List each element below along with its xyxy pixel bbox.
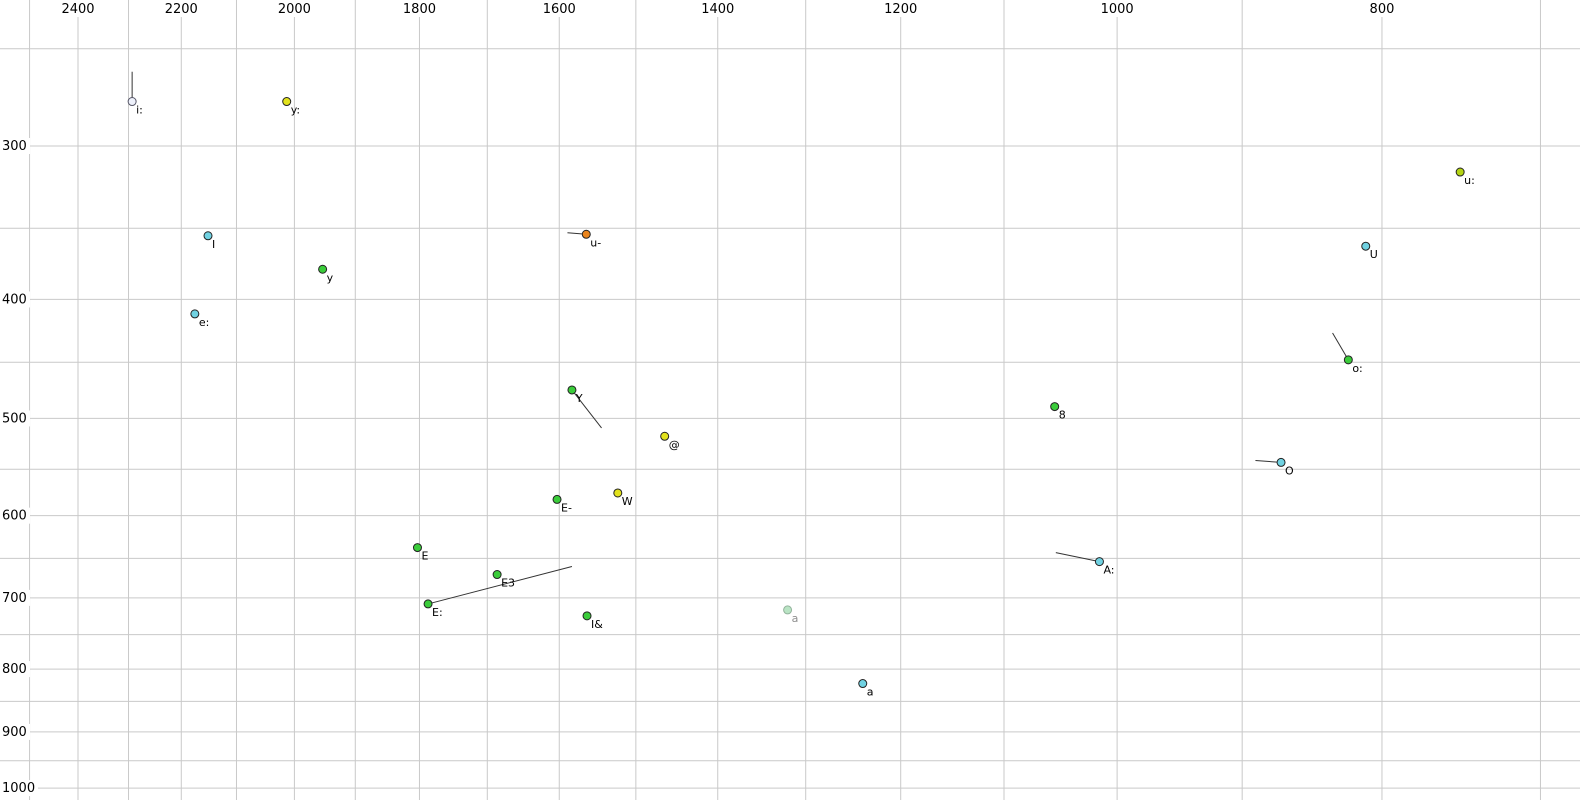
data-point-16-a: [1094, 557, 1104, 567]
x-tick-mask: [161, 0, 202, 17]
data-point-17-e3: [492, 570, 502, 580]
data-point-label-5-u: u-: [590, 236, 601, 249]
x-axis-tick-label: 1800: [403, 2, 436, 17]
data-point-3-e: [190, 309, 200, 319]
data-point-label-17-e3: E3: [501, 577, 515, 590]
data-point-label-14-w: W: [622, 495, 633, 508]
y-axis-tick-label: 400: [2, 292, 27, 307]
data-point-label-0-i: i:: [136, 104, 143, 117]
data-point-0-i: [127, 97, 137, 107]
data-point-15-e: [412, 543, 422, 553]
data-point-13-e: [552, 494, 562, 504]
point-tail-9-y: [571, 389, 602, 429]
data-point-label-7-u: U: [1370, 248, 1378, 261]
x-axis-tick-label: 2000: [278, 2, 311, 17]
data-point-2-i: [203, 231, 213, 241]
data-point-label-2-i: I: [212, 238, 215, 251]
y-tick-mask: [0, 723, 30, 740]
y-axis-tick-label: 900: [2, 725, 27, 740]
y-axis-tick-label: 500: [2, 411, 27, 426]
data-point-7-u: [1361, 241, 1371, 251]
x-tick-mask: [880, 0, 921, 17]
data-point-18-e: [423, 599, 433, 609]
x-axis-tick-label: 2400: [61, 2, 94, 17]
x-axis-tick-label: 1400: [701, 2, 734, 17]
data-point-5-u: [581, 229, 591, 239]
y-tick-mask: [0, 507, 30, 524]
data-point-12-o: [1276, 457, 1286, 467]
y-axis-tick-label: 700: [2, 591, 27, 606]
data-point-label-13-e: E-: [561, 501, 572, 514]
y-tick-mask: [0, 661, 30, 678]
data-point-label-19-a: a: [792, 612, 799, 625]
point-tail-18-e: [427, 566, 573, 605]
y-axis-tick-label: 600: [2, 509, 27, 524]
data-point-label-11-pt: @: [669, 438, 680, 451]
data-point-label-20-i: I&: [591, 618, 603, 631]
x-tick-mask: [1365, 0, 1398, 17]
data-point-label-15-e: E: [421, 550, 428, 563]
y-tick-mask: [0, 780, 38, 797]
data-point-label-3-e: e:: [199, 316, 209, 329]
y-axis-tick-label: 300: [2, 139, 27, 154]
data-point-10-8: [1050, 402, 1060, 412]
y-axis-tick-label: 1000: [2, 781, 35, 796]
y-tick-mask: [0, 410, 30, 427]
x-axis-tick-label: 1000: [1101, 2, 1134, 17]
data-point-4-y: [318, 264, 328, 274]
y-axis-tick-label: 800: [2, 662, 27, 677]
x-axis-tick-label: 800: [1370, 2, 1395, 17]
data-point-9-y: [567, 385, 577, 395]
x-tick-mask: [1097, 0, 1138, 17]
point-tail-16-a: [1055, 552, 1100, 563]
x-axis-tick-label: 1600: [543, 2, 576, 17]
data-point-label-18-e: E:: [432, 606, 443, 619]
x-tick-mask: [399, 0, 440, 17]
data-point-label-1-y: y:: [291, 104, 300, 117]
y-tick-mask: [0, 138, 30, 154]
x-axis-tick-label: 1200: [884, 2, 917, 17]
x-tick-mask: [539, 0, 580, 17]
data-point-14-w: [613, 488, 623, 498]
x-axis-tick-label: 2200: [165, 2, 198, 17]
data-point-20-i: [582, 611, 592, 621]
data-point-19-a: [783, 605, 793, 615]
x-tick-mask: [58, 0, 98, 17]
data-point-label-21-a: a: [867, 686, 874, 699]
data-point-21-a: [858, 679, 868, 689]
point-tail-8-o: [1332, 332, 1349, 361]
x-tick-mask: [274, 0, 315, 17]
data-point-label-4-y: y: [327, 271, 334, 284]
data-point-label-10-8: 8: [1059, 409, 1066, 422]
data-point-label-16-a: A:: [1103, 564, 1114, 577]
y-tick-mask: [0, 589, 30, 606]
data-point-label-9-y: Y: [575, 392, 583, 405]
y-tick-mask: [0, 291, 30, 308]
data-point-8-o: [1343, 355, 1353, 365]
data-point-1-y: [282, 97, 292, 107]
data-point-label-12-o: O: [1285, 464, 1294, 477]
x-tick-mask: [697, 0, 738, 17]
data-point-11-pt: [660, 431, 670, 441]
data-point-label-8-o: o:: [1352, 362, 1362, 375]
data-point-6-u: [1455, 167, 1465, 177]
data-point-label-6-u: u:: [1464, 174, 1475, 187]
